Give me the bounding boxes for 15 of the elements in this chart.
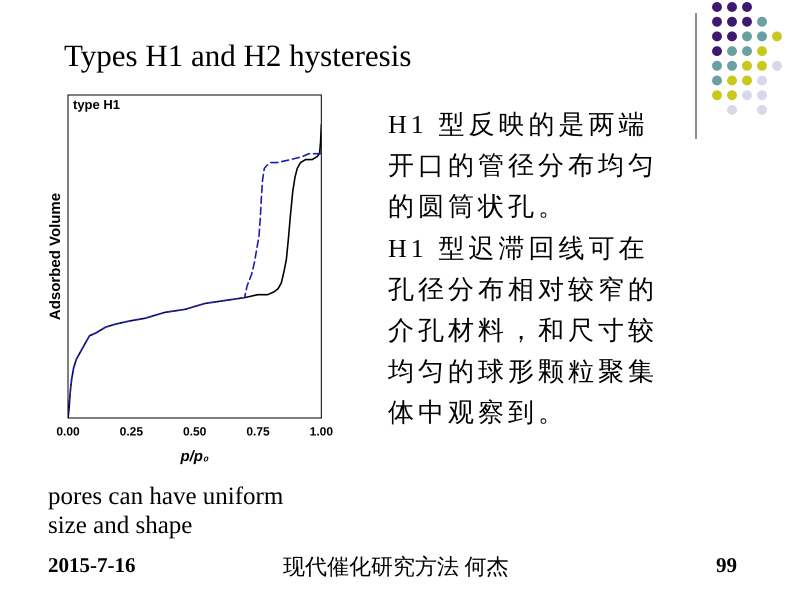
x-tick-label: 0.25 bbox=[120, 424, 144, 439]
text: 现代催化研究方法 何杰 bbox=[283, 553, 508, 581]
text: H1 型迟滞回线可在孔径分布相对较窄的介孔材料，和尺寸较均匀的球形颗粒聚集体中观察到。 bbox=[388, 232, 659, 430]
x-tick-label: 0.75 bbox=[246, 424, 270, 439]
text: 2015-7-16 bbox=[48, 553, 136, 578]
text: pores can have uniform size and shape bbox=[48, 482, 284, 540]
x-axis-title: p/p₀ bbox=[179, 448, 209, 466]
x-tick-label: 1.00 bbox=[310, 424, 334, 439]
x-tick-label: 0.50 bbox=[182, 424, 207, 439]
x-tick-label: 0.00 bbox=[56, 424, 80, 439]
chart-title: Types H1 and H2 hysteresis bbox=[64, 38, 412, 74]
text: type H1 bbox=[73, 97, 120, 112]
text: H1 型反映的是两端开口的管径分布均匀的圆筒状孔。 bbox=[388, 109, 659, 224]
y-axis-title: Adsorbed Volume bbox=[47, 192, 64, 320]
text: 99 bbox=[716, 553, 737, 578]
